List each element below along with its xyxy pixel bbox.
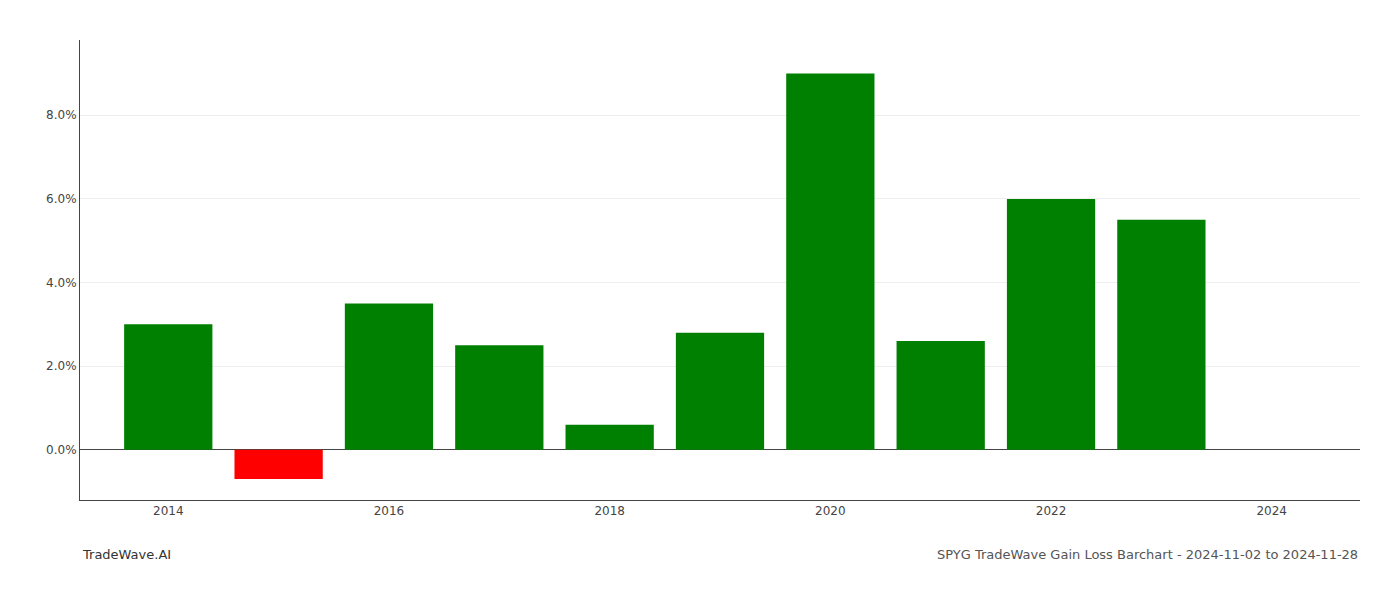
svg-text:2014: 2014: [153, 504, 184, 518]
svg-text:2018: 2018: [594, 504, 625, 518]
svg-text:2022: 2022: [1036, 504, 1067, 518]
svg-text:2.0%: 2.0%: [46, 359, 77, 373]
svg-text:2016: 2016: [374, 504, 405, 518]
svg-text:2020: 2020: [815, 504, 846, 518]
svg-text:TradeWave.AI: TradeWave.AI: [82, 547, 171, 562]
svg-text:0.0%: 0.0%: [46, 443, 77, 457]
svg-text:4.0%: 4.0%: [46, 276, 77, 290]
svg-text:6.0%: 6.0%: [46, 192, 77, 206]
svg-text:8.0%: 8.0%: [46, 108, 77, 122]
svg-text:SPYG TradeWave Gain Loss Barch: SPYG TradeWave Gain Loss Barchart - 2024…: [937, 547, 1358, 562]
svg-text:2024: 2024: [1256, 504, 1287, 518]
